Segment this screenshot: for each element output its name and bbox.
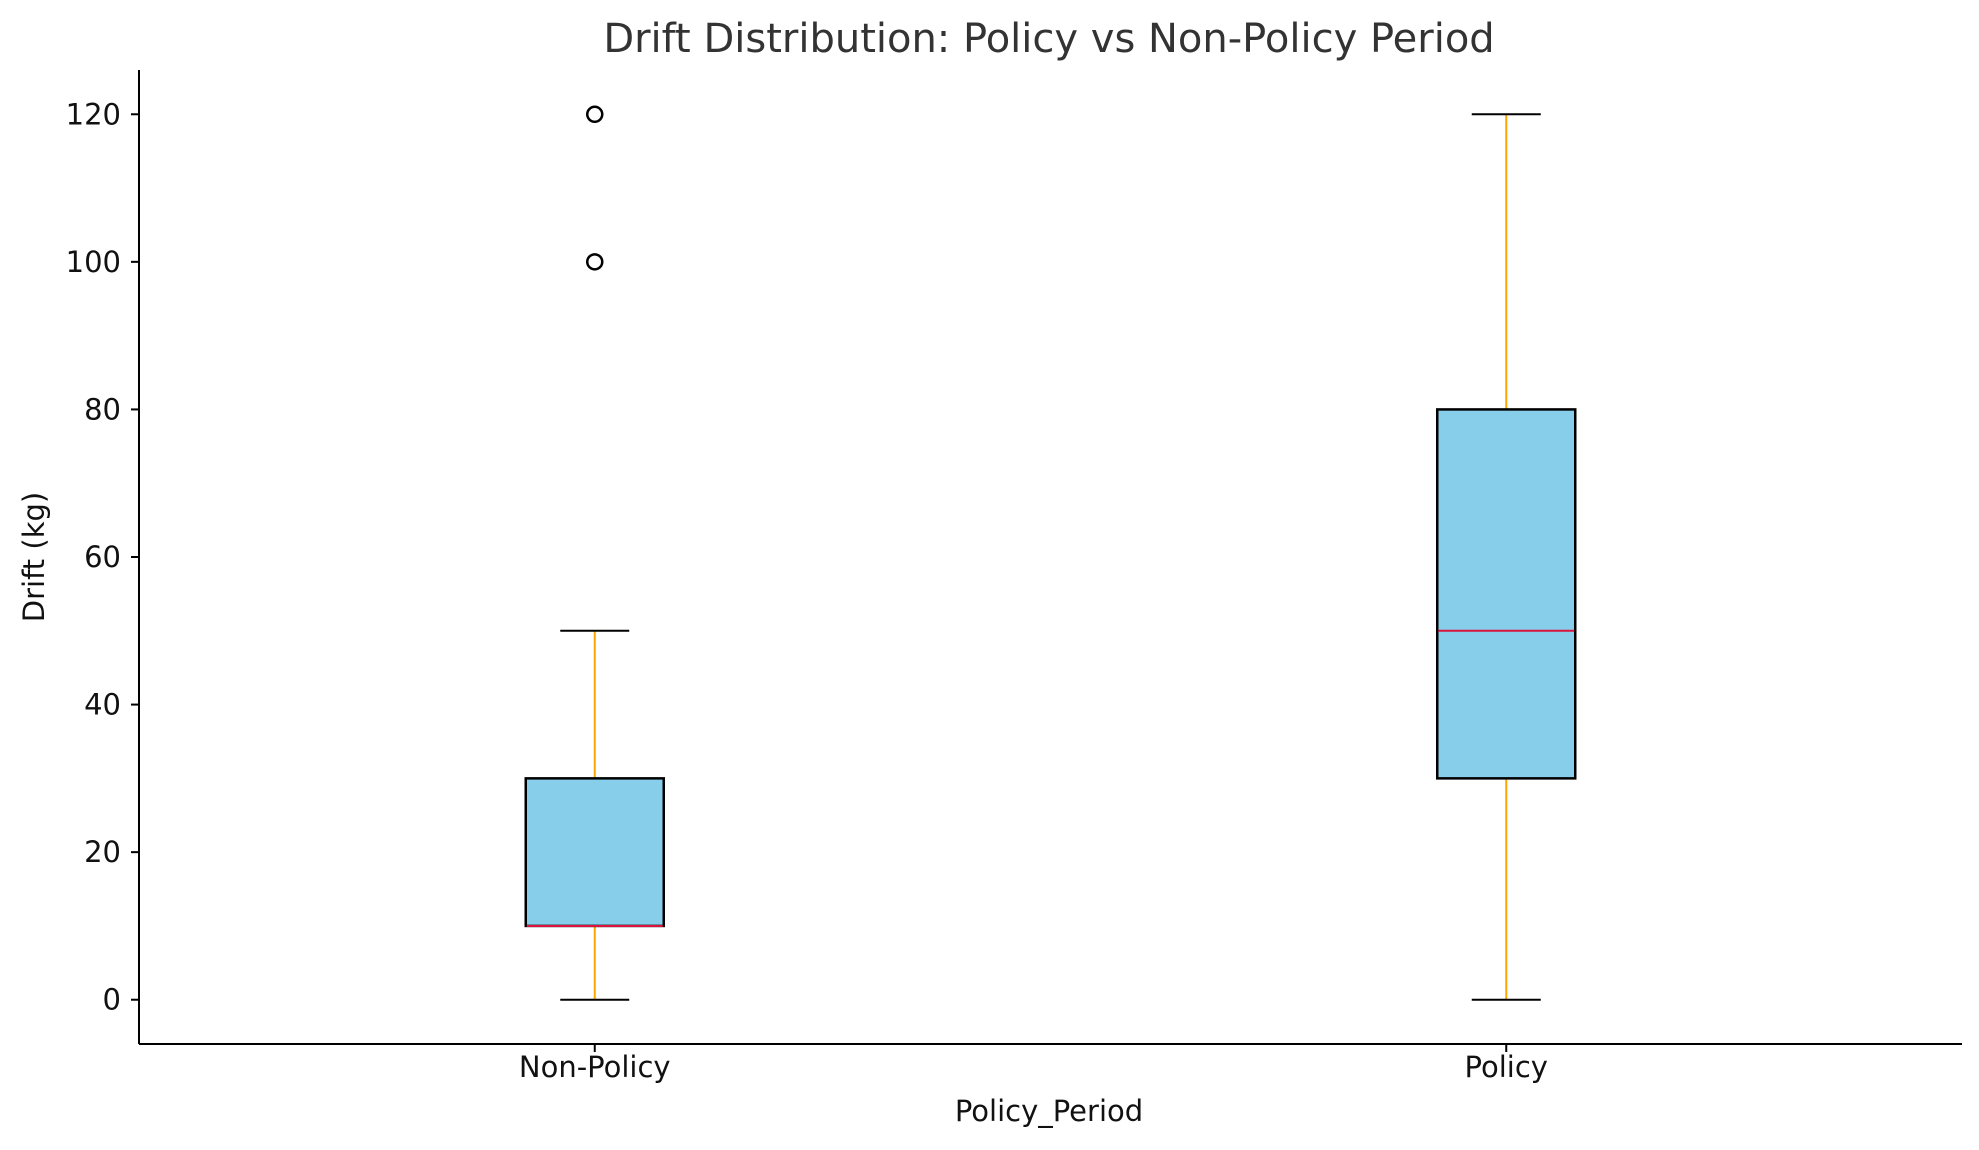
y-tick-label: 20 bbox=[84, 835, 121, 869]
y-tick-label: 60 bbox=[84, 540, 121, 574]
y-axis-ticks: 0 20 40 60 80 100 120 bbox=[66, 97, 139, 1017]
x-tick-label: Policy bbox=[1465, 1050, 1548, 1084]
y-tick-label: 80 bbox=[84, 392, 121, 426]
outlier-point bbox=[586, 253, 604, 271]
y-tick-label: 120 bbox=[66, 97, 121, 131]
x-axis-label: Policy_Period bbox=[955, 1094, 1143, 1128]
outlier-point bbox=[586, 105, 604, 124]
y-axis-label: Drift (kg) bbox=[17, 492, 51, 622]
box-group-policy bbox=[1436, 113, 1577, 1001]
chart-title: Drift Distribution: Policy vs Non-Policy… bbox=[603, 16, 1494, 62]
box-group-non-policy bbox=[524, 105, 665, 1001]
y-tick-label: 40 bbox=[84, 688, 121, 722]
y-tick-label: 100 bbox=[66, 245, 121, 279]
x-axis-ticks: Non-Policy Policy bbox=[519, 1044, 1548, 1084]
x-tick-label: Non-Policy bbox=[519, 1050, 671, 1084]
iqr-box bbox=[1436, 408, 1577, 780]
y-tick-label: 0 bbox=[103, 983, 121, 1017]
iqr-box bbox=[524, 777, 665, 928]
plot-area bbox=[524, 105, 1577, 1001]
